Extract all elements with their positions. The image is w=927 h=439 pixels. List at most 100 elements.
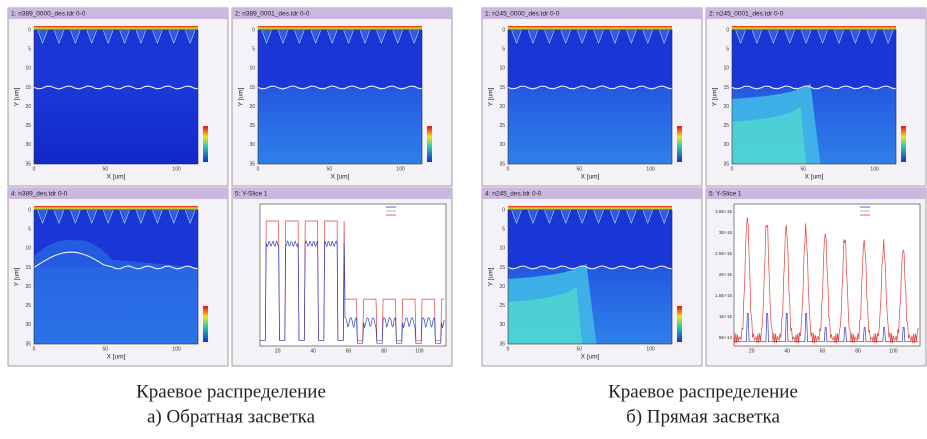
panel-title: 4: n389_des.tdr 0-0: [11, 191, 68, 198]
y-tick-label: 15: [25, 85, 31, 91]
panel-title-bar: [482, 8, 702, 19]
y-tick-label: 10: [25, 246, 31, 252]
plot-area: [259, 203, 447, 347]
y-tick-label: 30: [25, 142, 31, 148]
depletion-boundary: [731, 85, 897, 90]
panel-title-bar: [232, 8, 452, 19]
axis-box: [257, 29, 423, 165]
panel-title: 2: n245_0001_des.tdr 0-0: [709, 11, 784, 18]
y-tick-label: 15: [25, 265, 31, 271]
curve-red: [733, 217, 919, 344]
y-tick-label: 35: [249, 161, 255, 167]
color-bar: [427, 126, 432, 162]
x-tick-label: 100: [172, 166, 181, 172]
y-tick-label: 35: [25, 341, 31, 347]
y-tick-label: 20: [499, 284, 505, 290]
y-tick-label: 25: [499, 303, 505, 309]
lower-region: [258, 87, 422, 164]
x-axis-label: X [um]: [107, 354, 126, 361]
y-tick-label: 20: [25, 284, 31, 290]
y-tick-label: 0: [502, 207, 505, 213]
y-tick-label: 0: [502, 27, 505, 33]
x-tick-label: 0: [33, 166, 36, 172]
x-tick-label: 0: [507, 166, 510, 172]
y-tick-label: 35: [25, 161, 31, 167]
depletion-bump: [34, 239, 198, 344]
y-tick-label: 2E+15: [719, 272, 733, 277]
y-tick-label: 5: [502, 46, 505, 52]
x-tick-label: 50: [577, 166, 583, 172]
x-tick-label: 60: [346, 348, 352, 354]
x-tick-label: 0: [33, 346, 36, 352]
top-electrode: [34, 206, 198, 210]
y-tick-label: 25: [723, 123, 729, 129]
y-tick-label: 10: [723, 66, 729, 72]
caption: б) Прямая засветка: [626, 406, 780, 427]
curve-blue: [260, 240, 445, 344]
panel-title-bar: [232, 188, 452, 199]
top-electrode: [258, 26, 422, 30]
y-tick-label: 2.5E+15: [715, 251, 732, 256]
x-tick-label: 50: [801, 166, 807, 172]
x-axis-label: X [um]: [581, 354, 600, 361]
y-axis-label: Y [um]: [488, 87, 495, 106]
x-tick-label: 50: [327, 166, 333, 172]
y-tick-label: 0: [28, 27, 31, 33]
x-tick-label: 80: [381, 348, 387, 354]
x-tick-label: 50: [103, 346, 109, 352]
x-tick-label: 0: [257, 166, 260, 172]
axis-box: [507, 209, 673, 345]
x-axis-label: X [um]: [107, 174, 126, 181]
x-tick-label: 0: [507, 346, 510, 352]
y-tick-label: 15: [249, 85, 255, 91]
x-tick-label: 100: [646, 346, 655, 352]
y-tick-label: 10: [25, 66, 31, 72]
caption: Краевое распределение: [608, 381, 798, 402]
y-tick-label: 30: [499, 322, 505, 328]
y-tick-label: 30: [723, 142, 729, 148]
y-tick-label: 10: [249, 66, 255, 72]
panel-title-bar: [706, 188, 926, 199]
panel-title: 1: n245_0000_des.tdr 0-0: [485, 11, 560, 18]
panel-title-bar: [482, 188, 702, 199]
x-tick-label: 80: [855, 348, 861, 354]
panel-title: 4: n245_des.tdr 0-0: [485, 191, 542, 198]
y-tick-label: 1E+15: [719, 314, 733, 319]
y-tick-label: 3E+15: [719, 230, 733, 235]
color-bar: [203, 126, 208, 162]
y-tick-label: 30: [499, 142, 505, 148]
axis-box: [507, 29, 673, 165]
color-bar: [901, 126, 906, 162]
panel-title-bar: [706, 8, 926, 19]
curve-red: [260, 220, 445, 341]
y-tick-label: 5: [28, 46, 31, 52]
depletion-boundary: [507, 85, 673, 90]
y-tick-label: 0: [726, 27, 729, 33]
panel-title: 5: Y-Slice 1: [235, 191, 268, 198]
caption: а) Обратная засветка: [147, 406, 316, 427]
y-tick-label: 0: [252, 27, 255, 33]
panel-title: 1: n389_0000_des.tdr 0-0: [11, 11, 86, 18]
y-tick-label: 25: [25, 303, 31, 309]
top-electrode: [508, 26, 672, 30]
depletion-boundary: [507, 265, 673, 270]
y-tick-label: 5: [502, 226, 505, 232]
y-tick-label: 25: [499, 123, 505, 129]
y-axis-label: Y [um]: [238, 87, 245, 106]
y-axis-label: Y [um]: [712, 87, 719, 106]
top-electrode: [34, 26, 198, 30]
x-tick-label: 100: [889, 348, 898, 354]
illuminated-core: [732, 106, 807, 164]
panel-title-bar: [8, 8, 228, 19]
y-tick-label: 15: [499, 265, 505, 271]
color-bar: [677, 306, 682, 342]
x-tick-label: 100: [415, 348, 424, 354]
color-bar: [203, 306, 208, 342]
y-tick-label: 35: [499, 161, 505, 167]
y-axis-label: Y [um]: [488, 267, 495, 286]
depletion-boundary: [33, 85, 199, 90]
curve-blue: [734, 312, 919, 343]
top-electrode: [508, 206, 672, 210]
y-tick-label: 10: [499, 246, 505, 252]
